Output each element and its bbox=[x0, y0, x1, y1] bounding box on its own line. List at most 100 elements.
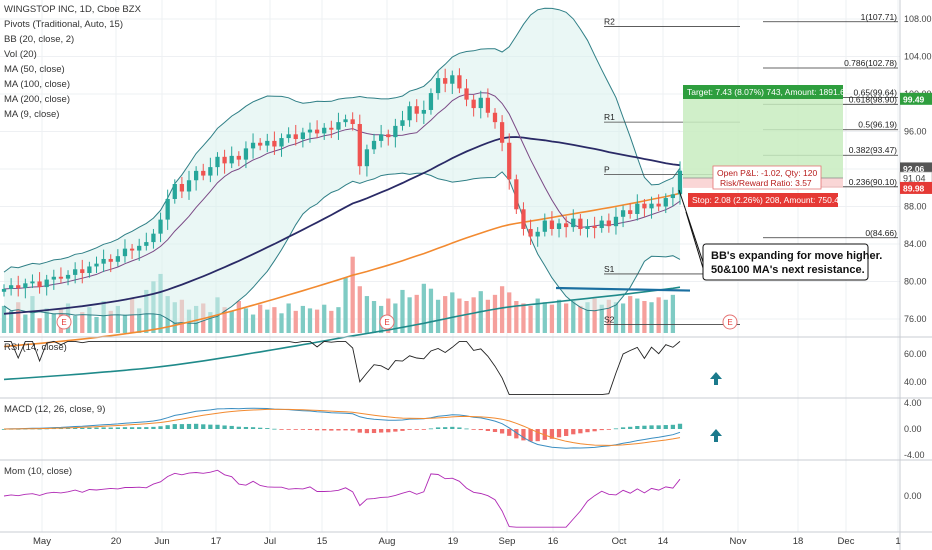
time-tick-label: 16 bbox=[548, 536, 559, 547]
volume-bar bbox=[599, 304, 604, 333]
volume-bar bbox=[44, 308, 49, 333]
momentum-line bbox=[3, 469, 681, 528]
candle-body bbox=[464, 88, 469, 100]
candle-body bbox=[428, 93, 434, 110]
macd-histogram-bar bbox=[571, 429, 576, 435]
macd-histogram-bar bbox=[471, 429, 476, 430]
macd-histogram-bar bbox=[336, 429, 341, 431]
price-badge-entry-label: 91.04 bbox=[903, 173, 926, 183]
time-tick-label: Jun bbox=[154, 536, 169, 547]
volume-bar bbox=[521, 303, 526, 333]
macd-histogram-bar bbox=[478, 429, 483, 431]
callout: BB's expanding for move higher. 50&100 M… bbox=[702, 243, 882, 281]
macd-histogram-bar bbox=[428, 428, 434, 430]
volume-bar bbox=[535, 298, 540, 333]
volume-bar bbox=[514, 301, 519, 333]
bollinger-fill bbox=[3, 7, 681, 324]
volume-bar bbox=[592, 298, 597, 333]
candle-body bbox=[172, 183, 177, 199]
volume-bar bbox=[357, 286, 362, 333]
macd-histogram-bar bbox=[585, 429, 590, 433]
macd-histogram-bar bbox=[670, 424, 676, 429]
volume-bar bbox=[492, 294, 498, 333]
legend-vol: Vol (20) bbox=[4, 49, 37, 60]
macd-histogram-bar bbox=[94, 427, 99, 429]
volume-bar bbox=[343, 277, 348, 333]
volume-bar bbox=[556, 299, 562, 333]
macd-histogram-bar bbox=[578, 429, 583, 434]
volume-bar bbox=[649, 302, 654, 333]
price-badge-current bbox=[900, 162, 932, 175]
macd-line bbox=[3, 407, 681, 449]
candle-body bbox=[635, 203, 640, 214]
volume-bar bbox=[272, 307, 277, 333]
callout-line1: BB's expanding for move higher. bbox=[711, 250, 882, 262]
candle-body bbox=[485, 97, 491, 113]
pivot-label: S1 bbox=[604, 264, 615, 274]
price-axis[interactable]: 108.00104.00100.0096.0092.0088.0084.0080… bbox=[899, 0, 932, 550]
macd-histogram-bar bbox=[635, 425, 640, 429]
macd-tick-label: -4.00 bbox=[904, 450, 925, 460]
indicator-panels bbox=[0, 336, 932, 533]
macd-histogram-bar bbox=[407, 429, 412, 430]
ma200-line bbox=[3, 286, 681, 381]
candle-body bbox=[208, 167, 213, 176]
rsi-tick-label: 40.00 bbox=[904, 377, 927, 387]
macd-histogram-bar bbox=[165, 425, 170, 429]
candle-body bbox=[435, 78, 441, 94]
candle-body bbox=[58, 276, 64, 279]
volume-bar bbox=[549, 304, 555, 333]
time-tick-label: Nov bbox=[730, 536, 747, 547]
legend-ma50: MA (50, close) bbox=[4, 64, 65, 75]
legend-ma100: MA (100, close) bbox=[4, 79, 70, 90]
candle-body bbox=[585, 226, 590, 229]
macd-histogram-bar bbox=[258, 427, 263, 429]
time-axis[interactable]: May 20 Jun 17 Jul 15 Aug 19 Sep 16 Oct 14 Nov 18 Dec 1 bbox=[33, 536, 901, 547]
volume-bar bbox=[428, 288, 434, 333]
macd-histogram-bar bbox=[464, 428, 469, 430]
candle-body bbox=[122, 248, 128, 257]
candle-body bbox=[670, 194, 676, 199]
candle-body bbox=[571, 218, 576, 228]
time-tick-label: Sep bbox=[499, 536, 516, 547]
price-tick-label: 84.00 bbox=[904, 239, 927, 249]
volume-bar bbox=[628, 296, 633, 333]
volume-bar bbox=[108, 310, 113, 333]
volume-bar bbox=[670, 294, 676, 333]
ma50-line bbox=[3, 136, 681, 315]
macd-histogram-bar bbox=[58, 428, 64, 430]
callout-pointer bbox=[678, 189, 704, 263]
macd-histogram-bar bbox=[65, 428, 71, 429]
candle-body bbox=[414, 106, 419, 114]
volume-bar bbox=[450, 292, 455, 333]
volume-bar bbox=[8, 310, 14, 333]
candle-body bbox=[357, 124, 362, 167]
macd-histogram-bar bbox=[599, 429, 604, 431]
volume-bar bbox=[16, 302, 21, 333]
macd-histogram-bar bbox=[350, 429, 355, 431]
macd-histogram-bar bbox=[229, 425, 234, 429]
macd-histogram-bar bbox=[80, 427, 85, 429]
candle-body bbox=[677, 170, 683, 195]
candle-body bbox=[492, 112, 498, 123]
volume-bar bbox=[101, 301, 106, 333]
candle-body bbox=[535, 231, 540, 237]
candle-body bbox=[620, 210, 626, 217]
volume-bar bbox=[279, 313, 284, 333]
position-labels: Target: 7.43 (8.07%) 743, Amount: 1891.6… bbox=[683, 85, 845, 207]
candle-body bbox=[23, 283, 28, 289]
price-badge-target bbox=[900, 92, 932, 105]
mom-panel-label: Mom (10, close) bbox=[4, 466, 72, 477]
volume-bar bbox=[250, 314, 256, 333]
volume-bar bbox=[656, 297, 661, 333]
macd-tick-label: 4.00 bbox=[904, 398, 922, 408]
volume-bar bbox=[606, 299, 611, 333]
volume-bar bbox=[243, 308, 249, 333]
earnings-marker bbox=[379, 314, 395, 330]
volume-bar bbox=[222, 307, 227, 333]
price-badge-stop-label: 89.98 bbox=[903, 183, 925, 193]
price-tick-label: 80.00 bbox=[904, 276, 927, 286]
volume-bar bbox=[635, 298, 640, 333]
candlesticks bbox=[1, 68, 683, 299]
